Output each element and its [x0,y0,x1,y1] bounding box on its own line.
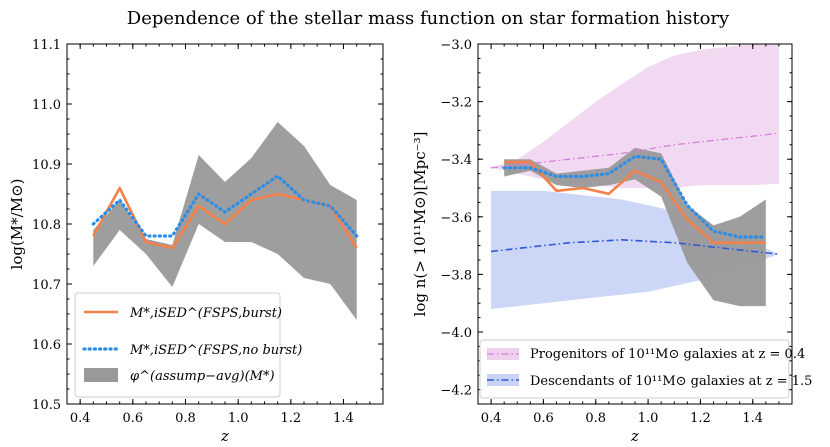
progenitors-band [491,44,779,188]
descendants-band [491,190,779,309]
x-axis-label: z [220,427,229,445]
y-tick-label: 10.9 [32,158,61,173]
x-tick-label: 0.4 [481,411,502,426]
legend-label-burst: M*,iSED^(FSPS,burst) [129,306,282,321]
legend-swatch-band [84,368,118,382]
y-tick-label: 10.6 [32,338,61,353]
y-tick-label: −3.0 [440,38,472,53]
y-tick-label: −3.4 [440,153,472,168]
x-tick-label: 1.2 [280,411,301,426]
progenitors-line [491,132,779,169]
y-tick-label: 10.5 [32,398,61,413]
x-tick-label: 1.4 [742,411,763,426]
x-tick-label: 1.4 [333,411,354,426]
legend-label-no-burst: M*,iSED^(FSPS,no burst) [129,343,302,358]
y-tick-label: −4.2 [440,384,472,399]
x-tick-label: 0.8 [585,411,606,426]
y-tick-label: 10.7 [32,278,61,293]
right-panel: 0.4 0.6 0.8 1.0 1.2 1.4 −4.2 −4.0 −3.8 −3.6 −3.4 −3… [411,38,812,445]
y-tick-label: −4.0 [440,326,472,341]
x-tick-label: 1.2 [690,411,711,426]
scatter-band [93,122,357,320]
y-tick-label: 10.8 [32,218,61,233]
x-tick-label: 1.0 [638,411,659,426]
y-axis-label: log n(> 10¹¹M⊙)[Mpc⁻³] [411,132,429,317]
x-tick-label: 0.8 [175,411,196,426]
left-panel: 0.4 0.6 0.8 1.0 1.2 1.4 10.5 10.6 10.7 10.8 10.9 11… [8,38,384,445]
y-tick-label: 11.0 [32,98,61,113]
legend-label-progenitors: Progenitors of 10¹¹M⊙ galaxies at z = 0.… [530,347,805,362]
y-axis-label: log(M*/M⊙) [8,179,26,270]
legend-label-descendants: Descendants of 10¹¹M⊙ galaxies at z = 1.… [530,374,812,389]
y-tick-label: −3.2 [440,96,472,111]
figure-title: Dependence of the stellar mass function … [127,8,730,29]
scatter-band [504,147,766,307]
y-tick-label: −3.8 [440,268,472,283]
series-line-1 [91,174,359,238]
x-axis-label: z [630,427,639,445]
descendants-line [491,238,779,255]
x-tick-label: 1.0 [228,411,249,426]
series-line-1 [502,154,768,239]
legend-box [479,339,790,399]
y-tick-label: −3.6 [440,211,472,226]
x-tick-label: 0.4 [70,411,91,426]
legend-label-band: φ^(assump−avg)(M*) [130,369,275,384]
plot-area [91,122,359,320]
x-tick-label: 0.6 [122,411,143,426]
x-tick-label: 0.6 [533,411,554,426]
legend-box [74,292,281,398]
plot-area [491,44,779,309]
series-line-0 [504,160,766,244]
y-tick-label: 11.1 [32,38,61,53]
